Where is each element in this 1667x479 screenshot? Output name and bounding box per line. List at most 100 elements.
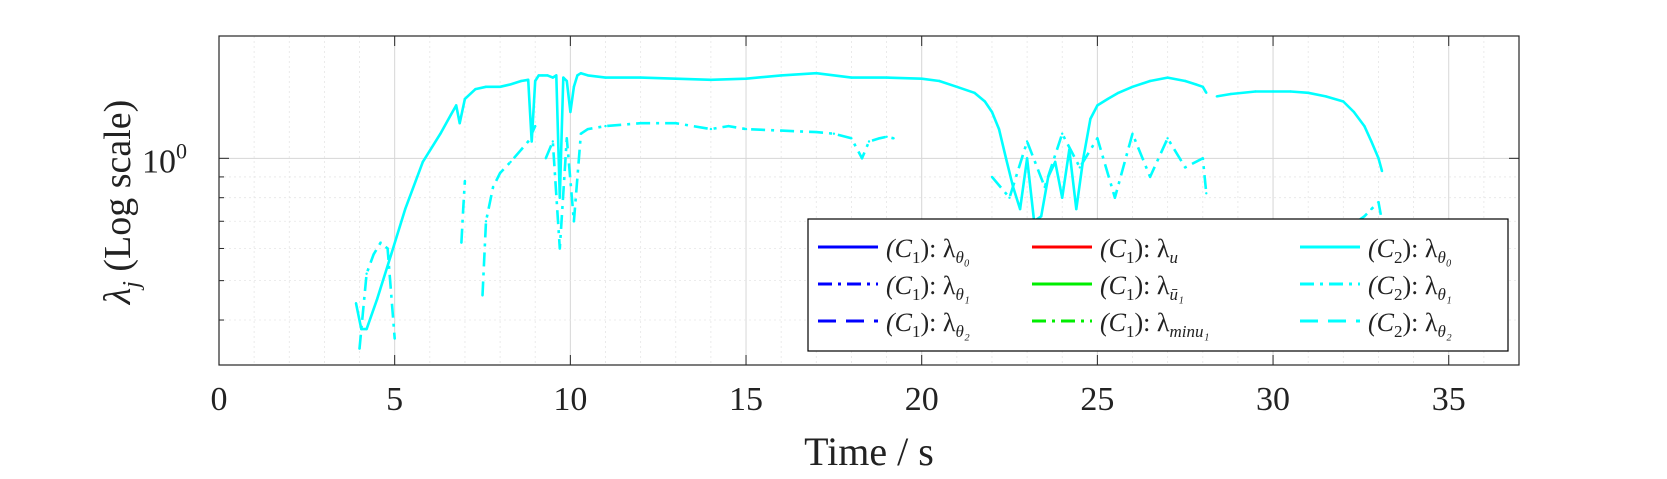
data-point: [449, 113, 453, 117]
legend-entry-c1-t2: (C1): λθ₂: [818, 308, 970, 341]
data-point: [579, 72, 583, 75]
data-point: [1201, 157, 1205, 160]
data-point: [541, 74, 544, 77]
data-point: [1166, 76, 1169, 79]
data-point: [1106, 97, 1110, 101]
data-point: [484, 85, 488, 89]
x-axis-label: Time / s: [804, 429, 934, 474]
data-point: [815, 72, 818, 75]
data-point: [1342, 100, 1345, 103]
data-point: [458, 122, 461, 125]
data-point: [527, 78, 530, 82]
series-line: [354, 71, 1208, 331]
legend-label: (C2): λθ₁: [1368, 271, 1452, 304]
data-point: [576, 74, 579, 77]
x-tick-label: 15: [729, 381, 763, 418]
legend: (C1): λθ₀ (C1): λθ₁ (C1): λθ₂ (C1): λu (C1):…: [807, 218, 1509, 352]
data-point: [484, 220, 488, 223]
y-axis: 100: [142, 138, 187, 180]
data-point: [1078, 166, 1082, 169]
data-point: [1254, 90, 1257, 93]
data-point: [586, 74, 590, 77]
data-point: [520, 148, 523, 151]
data-point: [1184, 79, 1187, 83]
data-point: [439, 132, 442, 135]
data-point: [565, 137, 568, 140]
data-point: [498, 171, 502, 175]
legend-entry-c1-t1: (C1): λθ₁: [818, 271, 970, 304]
data-point: [938, 79, 941, 83]
data-point: [1370, 207, 1373, 211]
data-point: [393, 337, 396, 340]
data-point: [1377, 157, 1380, 160]
legend-box: [807, 218, 1509, 352]
data-point: [867, 140, 871, 143]
data-point: [562, 76, 565, 79]
data-point: [1205, 91, 1208, 95]
data-point: [1205, 192, 1208, 195]
data-point: [997, 127, 1001, 131]
legend-entry-c2-t0: (C2): λθ₀: [1300, 234, 1452, 267]
legend-label: (C1): λθ₀: [886, 234, 970, 267]
series-line: [481, 125, 537, 296]
data-point: [973, 91, 976, 95]
x-tick-label: 30: [1256, 381, 1290, 418]
data-point: [892, 137, 895, 140]
legend-label: (C1): λu: [1100, 234, 1178, 267]
data-point: [463, 97, 467, 101]
data-point: [1131, 85, 1134, 89]
data-point: [1148, 175, 1152, 179]
data-point: [1363, 124, 1366, 128]
data-point: [885, 76, 888, 79]
data-point: [1131, 132, 1134, 135]
data-point: [990, 110, 994, 114]
data-point: [544, 157, 547, 160]
data-point: [1040, 215, 1043, 218]
data-point: [780, 74, 783, 77]
data-point: [365, 272, 368, 275]
data-point: [1061, 196, 1064, 199]
data-point: [527, 140, 530, 143]
data-point: [1089, 117, 1092, 121]
data-point: [1113, 196, 1117, 199]
y-tick-label: 100: [142, 138, 187, 180]
data-point: [372, 253, 375, 256]
data-point: [530, 140, 533, 143]
y-axis-label-rest: (Log scale): [97, 100, 139, 281]
data-point: [358, 347, 361, 350]
data-point: [1096, 104, 1099, 107]
data-point: [354, 302, 358, 305]
data-point: [860, 157, 864, 160]
legend-label: (C1): λθ₁: [886, 271, 970, 304]
data-point: [709, 78, 713, 82]
data-point: [546, 74, 549, 77]
series-line: [1216, 90, 1384, 172]
data-point: [460, 241, 463, 244]
data-point: [551, 140, 554, 143]
data-point: [1229, 92, 1233, 96]
data-point: [850, 137, 853, 140]
data-point: [1096, 137, 1099, 140]
y-axis-label-symbol: λ: [97, 288, 139, 305]
data-point: [674, 77, 677, 80]
y-axis-label: λj (Log scale): [97, 100, 145, 306]
data-point: [565, 79, 568, 83]
data-point: [474, 87, 477, 91]
legend-entry-c1-u: (C1): λu: [1032, 234, 1178, 267]
data-point: [983, 100, 987, 103]
legend-label: (C2): λθ₂: [1368, 308, 1452, 341]
data-point: [1380, 169, 1384, 173]
data-point: [1043, 185, 1046, 189]
data-point: [537, 74, 540, 77]
x-tick-label: 0: [211, 381, 228, 418]
data-point: [674, 122, 677, 125]
data-point: [375, 298, 379, 301]
series-line: [991, 132, 1208, 199]
data-point: [920, 77, 923, 80]
data-point: [1008, 196, 1011, 199]
data-point: [1166, 137, 1169, 140]
data-point: [390, 253, 393, 256]
x-tick-label: 35: [1432, 381, 1466, 418]
plot-frame: [218, 35, 1520, 366]
